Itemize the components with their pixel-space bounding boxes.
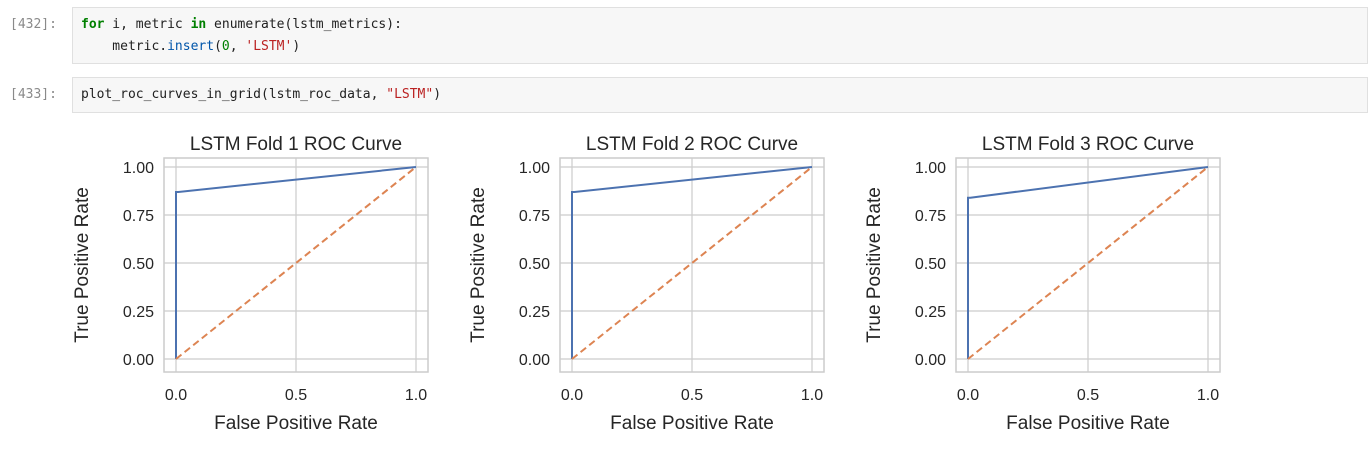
y-tick-label: 0.75 [519,208,550,225]
roc-panel-fold-1: 0.0 0.5 1.0 0.00 0.25 0.50 0.75 1.00 LSTM Fold 1… [72,134,429,434]
y-axis-label: True Positive Rate [468,187,489,343]
chart-title: LSTM Fold 2 ROC Curve [586,134,798,155]
y-tick-label: 0.25 [123,304,154,321]
x-tick-label: 0.5 [1077,387,1099,404]
code-line: plot_roc_curves_in_grid(lstm_roc_data, "… [81,87,441,102]
y-axis-label: True Positive Rate [864,187,885,343]
code-string: "LSTM" [386,87,434,102]
y-tick-label: 0.75 [915,208,946,225]
code-method: insert [167,39,215,54]
x-tick-label: 0.5 [681,387,703,404]
keyword-in: in [190,17,207,32]
code-text: metric. [81,39,168,54]
code-cell-input[interactable]: plot_roc_curves_in_grid(lstm_roc_data, "… [72,77,1368,113]
keyword-for: for [81,17,105,32]
x-tick-label: 0.5 [285,387,307,404]
y-tick-label: 1.00 [519,160,550,177]
y-tick-label: 0.75 [123,208,154,225]
axes-frame [559,157,825,373]
code-string: 'LSTM' [245,39,293,54]
code-number: 0 [221,39,230,54]
cell-prompt: [432]: [10,17,57,32]
code-text: plot_roc_curves_in_grid(lstm_roc_data, [81,87,387,102]
y-tick-label: 1.00 [123,160,154,177]
code-text: , [229,39,246,54]
x-axis-label: False Positive Rate [214,413,378,434]
chance-diagonal-line [175,166,417,360]
cell-prompt: [433]: [10,87,57,102]
x-tick-label: 1.0 [405,387,427,404]
chart-title: LSTM Fold 3 ROC Curve [982,134,1194,155]
x-tick-label: 1.0 [1197,387,1219,404]
roc-curves-output: 0.0 0.5 1.0 0.00 0.25 0.50 0.75 1.00 LSTM Fold 1… [72,134,1221,434]
y-tick-label: 0.25 [915,304,946,321]
code-line: for i, metric in enumerate(lstm_metrics)… [81,17,402,32]
code-text: ) [292,39,301,54]
y-tick-label: 0.25 [519,304,550,321]
code-text: enumerate(lstm_metrics): [206,17,402,32]
y-tick-label: 0.50 [915,256,946,273]
x-axis-label: False Positive Rate [610,413,774,434]
code-text: i, metric [104,17,191,32]
y-tick-label: 0.50 [519,256,550,273]
roc-curve-line [571,166,813,359]
x-tick-label: 1.0 [801,387,823,404]
y-tick-label: 0.00 [519,352,550,369]
axes-frame [163,157,429,373]
chance-diagonal-line [967,166,1209,360]
y-axis-label: True Positive Rate [72,187,93,343]
y-tick-label: 1.00 [915,160,946,177]
code-text: ( [214,39,222,54]
y-tick-label: 0.50 [123,256,154,273]
code-text: ) [433,87,442,102]
chart-title: LSTM Fold 1 ROC Curve [190,134,402,155]
x-axis-label: False Positive Rate [1006,413,1170,434]
y-tick-label: 0.00 [915,352,946,369]
x-tick-label: 0.0 [561,387,583,404]
code-cell-input[interactable]: for i, metric in enumerate(lstm_metrics)… [72,7,1368,64]
roc-panel-fold-2: 0.0 0.5 1.0 0.00 0.25 0.50 0.75 1.00 LSTM Fold 2… [468,134,825,434]
x-tick-label: 0.0 [165,387,187,404]
roc-curve-line [967,166,1209,359]
x-tick-label: 0.0 [957,387,979,404]
y-tick-label: 0.00 [123,352,154,369]
code-line: metric.insert(0, 'LSTM') [81,39,300,54]
chance-diagonal-line [571,166,813,360]
roc-panel-fold-3: 0.0 0.5 1.0 0.00 0.25 0.50 0.75 1.00 LSTM Fold 3… [864,134,1221,434]
axes-frame [955,157,1221,373]
roc-curve-line [175,166,417,359]
